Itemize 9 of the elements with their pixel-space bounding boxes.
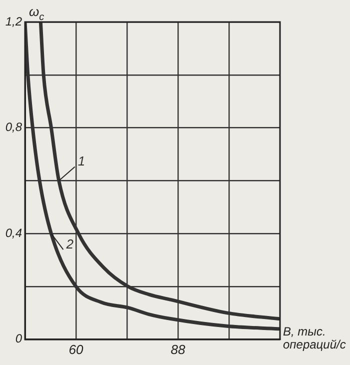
y-tick-label: 1,2 <box>5 14 22 28</box>
y-tick-label: 0,4 <box>5 226 22 240</box>
y-tick-label: 0 <box>15 332 22 346</box>
series-label: 1 <box>78 154 86 169</box>
x-tick-label: 88 <box>170 342 186 357</box>
y-tick-label: 0,8 <box>5 120 22 134</box>
x-axis-title: B, тыс. операций/с <box>283 324 346 352</box>
series-label: 2 <box>65 236 74 252</box>
x-tick-label: 60 <box>68 342 84 357</box>
